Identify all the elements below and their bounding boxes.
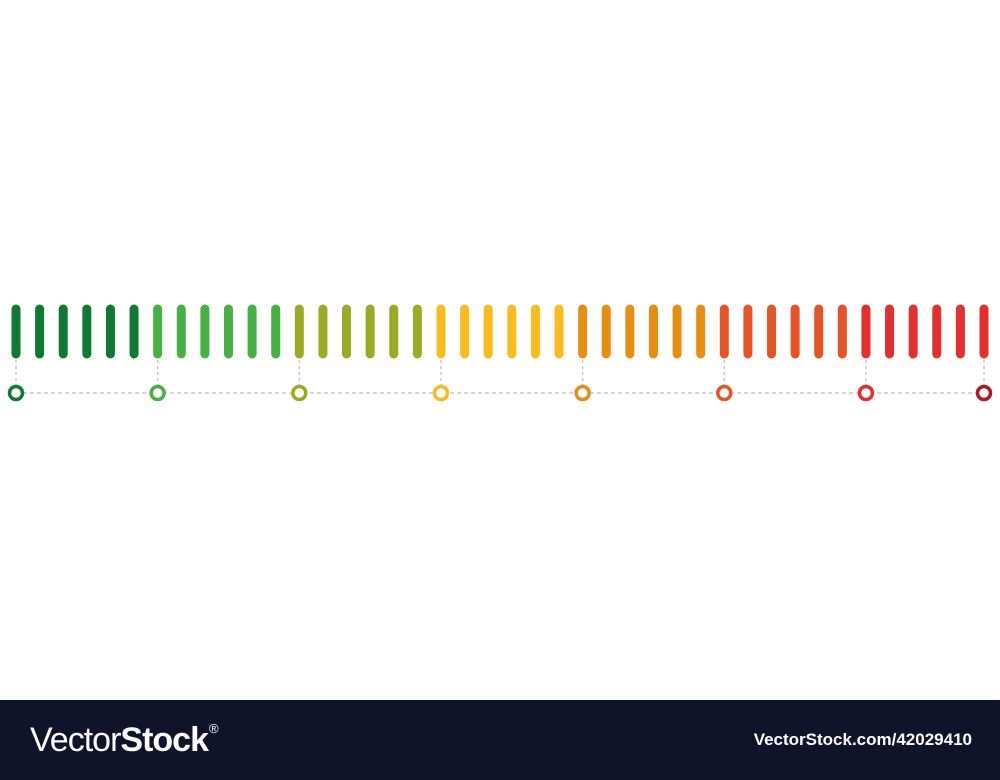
scale-marker-ring-icon [574, 384, 591, 402]
scale-marker-ring-icon [432, 384, 450, 402]
scale-marker-ring-icon [716, 384, 733, 402]
footer-bar: VectorStock® VectorStock.com/42029410 [0, 700, 1000, 780]
gradient-scale [7, 304, 993, 402]
connector-layer [15, 360, 985, 394]
bar-layer [11, 304, 989, 359]
registered-mark: ® [208, 721, 219, 736]
scale-marker-ring-icon [857, 384, 875, 402]
logo-light-text: Vector [30, 721, 121, 759]
logo-bold-text: Stock [120, 721, 209, 759]
image-url[interactable]: VectorStock.com/42029410 [753, 730, 972, 749]
scale-marker-ring-icon [975, 384, 993, 402]
scale-marker-ring-icon [149, 384, 166, 402]
marker-layer [7, 384, 993, 402]
scale-marker-ring-icon [7, 384, 25, 402]
vectorstock-logo[interactable]: VectorStock® [30, 718, 219, 762]
scale-marker-ring-icon [291, 384, 308, 402]
